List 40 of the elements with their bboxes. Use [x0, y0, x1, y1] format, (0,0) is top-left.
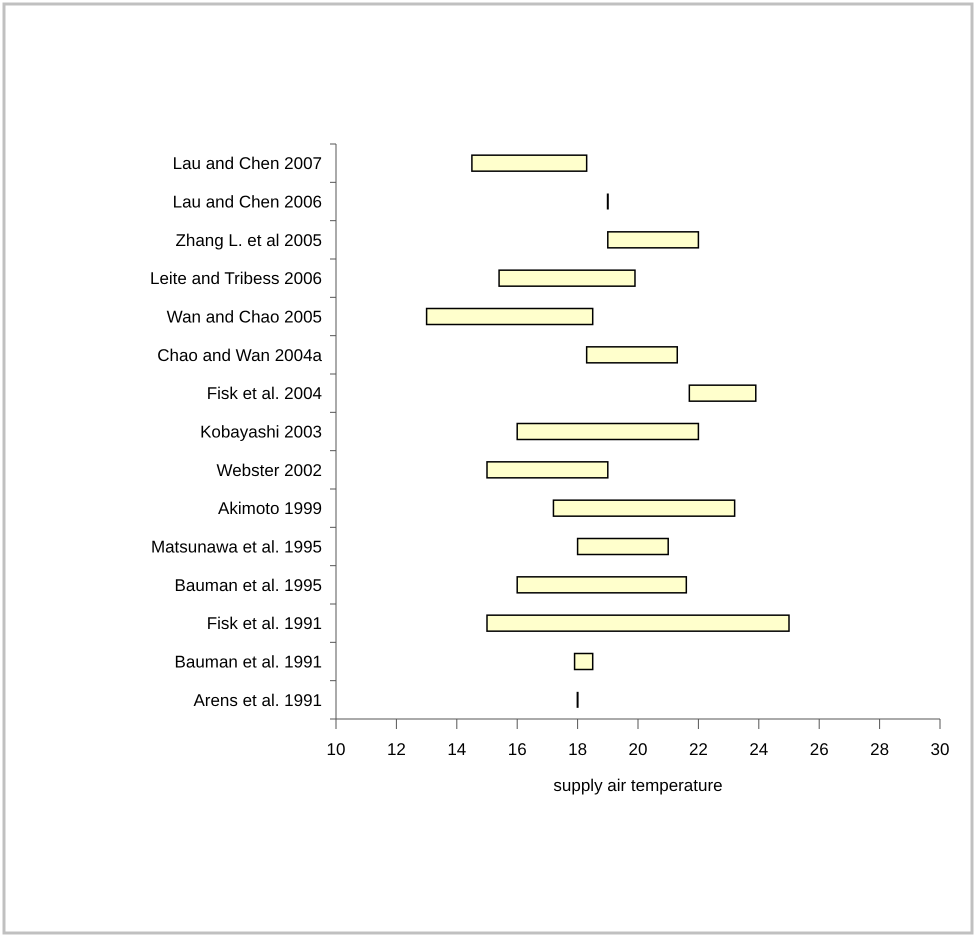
y-tick-label: Wan and Chao 2005	[166, 307, 322, 326]
y-tick-label: Fisk et al. 1991	[206, 614, 322, 634]
x-tick-label: 18	[568, 740, 588, 759]
y-tick-label: Akimoto 1999	[218, 499, 322, 518]
y-tick-label: Fisk et al. 2004	[206, 384, 322, 404]
y-tick-label: Lau and Chen 2006	[172, 192, 322, 212]
y-tick-label: Chao and Wan 2004a	[157, 346, 323, 365]
bar	[586, 346, 678, 364]
y-tick-label: Zhang L. et al 2005	[175, 230, 322, 250]
bar	[552, 499, 736, 517]
bar	[574, 652, 594, 670]
x-tick-label: 20	[628, 740, 648, 759]
x-tick-label: 16	[508, 740, 527, 759]
x-axis-title: supply air temperature	[553, 776, 723, 795]
bar	[516, 422, 700, 440]
x-tick-label: 14	[447, 740, 466, 759]
x-tick-label: 28	[870, 740, 890, 759]
y-tick-label: Leite and Tribess 2006	[150, 269, 322, 288]
y-tick-label: Webster 2002	[216, 460, 322, 480]
y-tick-label: Matsunawa et al. 1995	[150, 537, 322, 556]
bar	[498, 269, 636, 287]
bar	[471, 154, 588, 172]
bar	[486, 461, 609, 479]
x-tick-label: 10	[326, 740, 346, 759]
y-tick-label: Bauman et al. 1995	[174, 576, 322, 595]
y-tick-label: Kobayashi 2003	[200, 422, 322, 442]
bar	[607, 231, 700, 249]
x-tick-label: 26	[810, 740, 829, 759]
bar	[426, 308, 594, 326]
y-tick-label: Arens et al. 1991	[193, 690, 322, 710]
bar	[688, 384, 757, 402]
bar	[516, 576, 688, 594]
bar	[576, 538, 669, 556]
x-tick-label: 30	[930, 740, 950, 759]
y-tick-label: Lau and Chen 2007	[172, 154, 322, 174]
x-tick-label: 22	[688, 740, 708, 759]
y-tick-label: Bauman et al. 1991	[174, 652, 322, 672]
bar	[486, 614, 790, 632]
x-tick-label: 12	[386, 740, 406, 759]
x-tick-label: 24	[749, 740, 768, 759]
